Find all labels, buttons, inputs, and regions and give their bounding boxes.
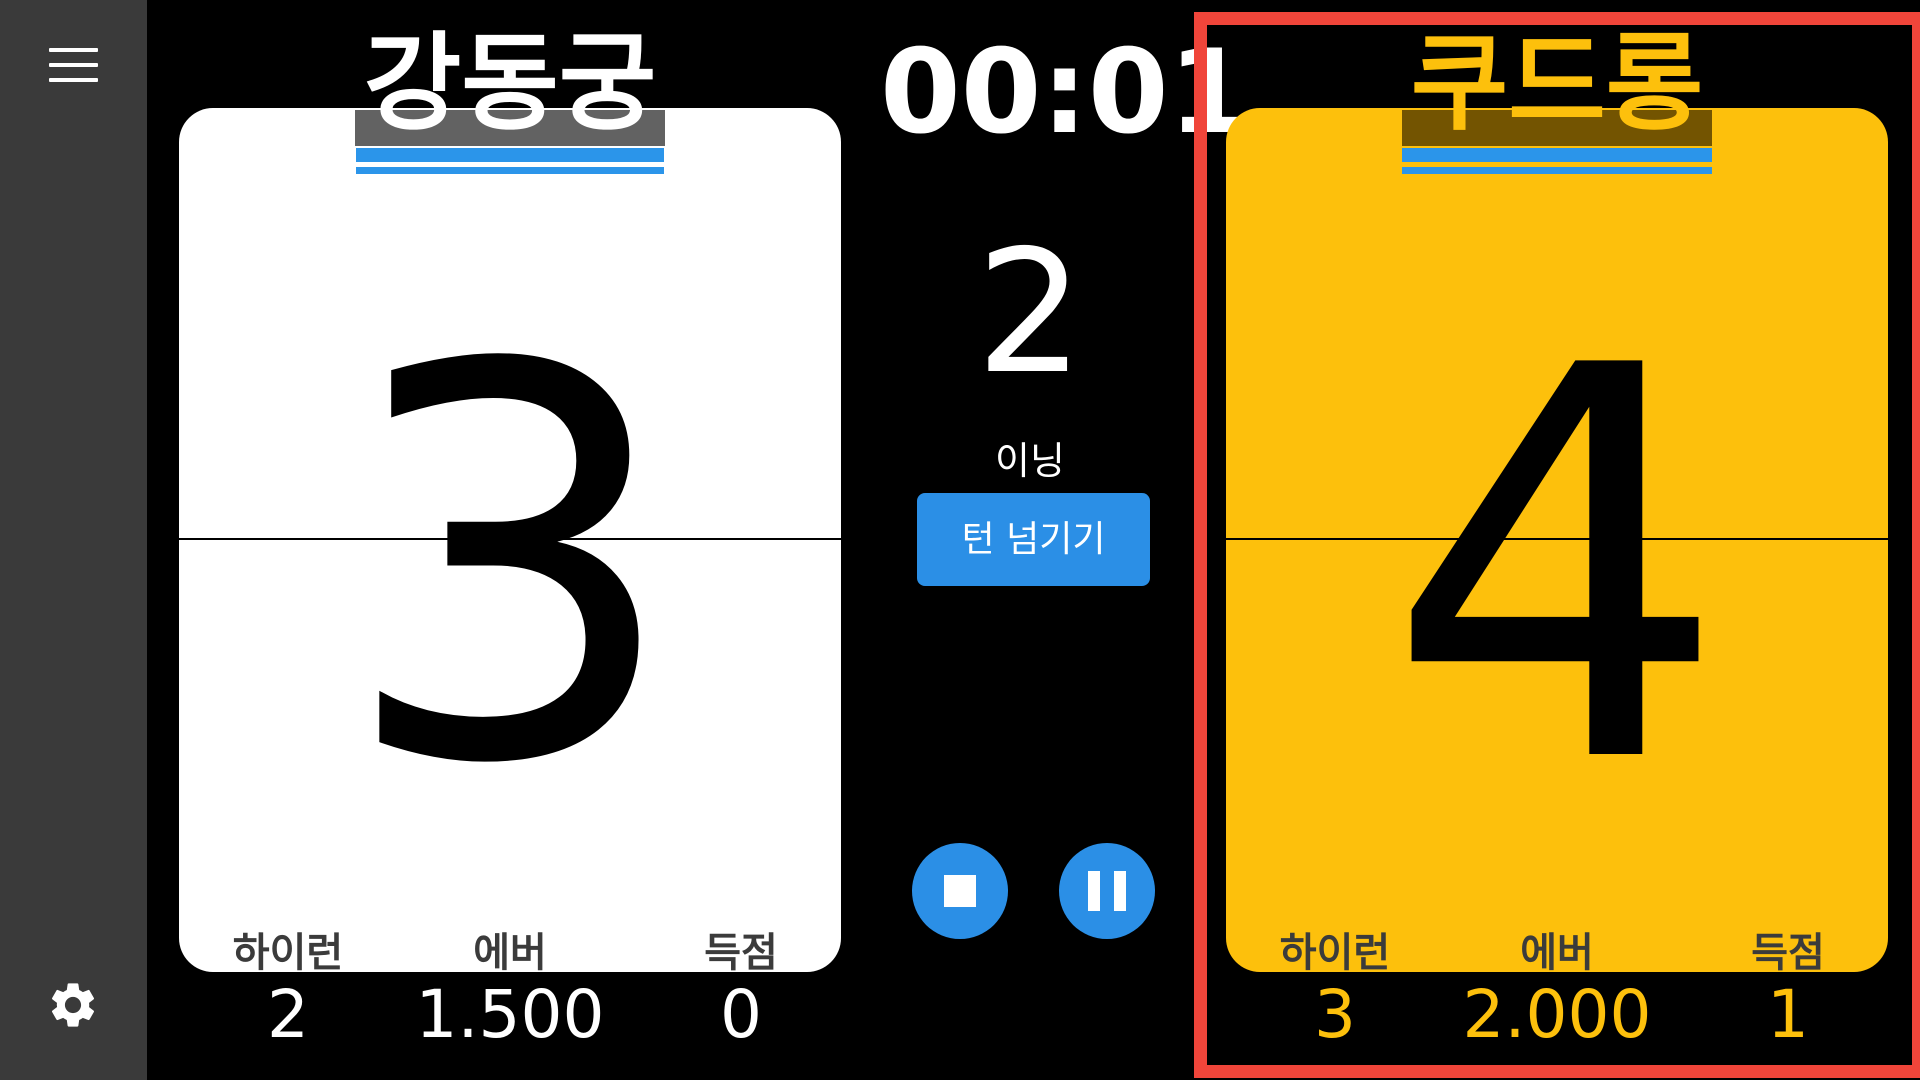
- away-score: 4: [1385, 254, 1729, 882]
- home-score: 3: [338, 254, 682, 882]
- stop-button[interactable]: [912, 843, 1008, 939]
- high-run-label: 하이런: [1279, 930, 1391, 972]
- pause-icon: [1088, 871, 1126, 911]
- home-average: 1.500: [415, 976, 605, 1053]
- points-label: 득점: [1751, 930, 1825, 972]
- pass-turn-button[interactable]: 턴 넘기기: [917, 493, 1150, 586]
- high-run-label: 하이런: [232, 930, 344, 972]
- home-name-shade: [355, 110, 665, 146]
- home-score-card[interactable]: 3 하이런 에버 득점: [179, 108, 841, 972]
- away-team-name: 쿠드롱: [1410, 22, 1704, 145]
- away-average: 2.000: [1462, 976, 1652, 1053]
- away-stat-labels: 하이런 에버 득점: [1226, 920, 1888, 972]
- away-high-run: 3: [1314, 976, 1356, 1053]
- home-points: 0: [720, 976, 762, 1053]
- inning-number: 2: [975, 214, 1085, 412]
- away-score-card[interactable]: 4 하이런 에버 득점: [1226, 108, 1888, 972]
- card-divider: [1226, 538, 1888, 540]
- average-label: 에버: [473, 930, 547, 972]
- points-label: 득점: [704, 930, 778, 972]
- gear-icon[interactable]: [46, 978, 100, 1032]
- away-name-underline2: [1402, 167, 1712, 174]
- away-points: 1: [1767, 976, 1809, 1053]
- home-high-run: 2: [267, 976, 309, 1053]
- away-name-shade: [1402, 110, 1712, 146]
- home-stat-values: 2 1.500 0: [179, 980, 841, 1050]
- pause-button[interactable]: [1059, 843, 1155, 939]
- away-name-underline: [1402, 148, 1712, 162]
- away-stat-values: 3 2.000 1: [1226, 980, 1888, 1050]
- inning-label: 이닝: [995, 439, 1065, 483]
- average-label: 에버: [1520, 930, 1594, 972]
- sidebar: [0, 0, 147, 1080]
- stop-icon: [944, 875, 976, 907]
- home-team-name: 강동궁: [363, 22, 657, 145]
- card-divider: [179, 538, 841, 540]
- game-timer: 00:01: [880, 25, 1250, 160]
- home-name-underline: [356, 148, 664, 162]
- home-stat-labels: 하이런 에버 득점: [179, 920, 841, 972]
- active-player-frame: [1194, 12, 1920, 1078]
- home-name-underline2: [356, 167, 664, 174]
- hamburger-icon[interactable]: [49, 48, 98, 82]
